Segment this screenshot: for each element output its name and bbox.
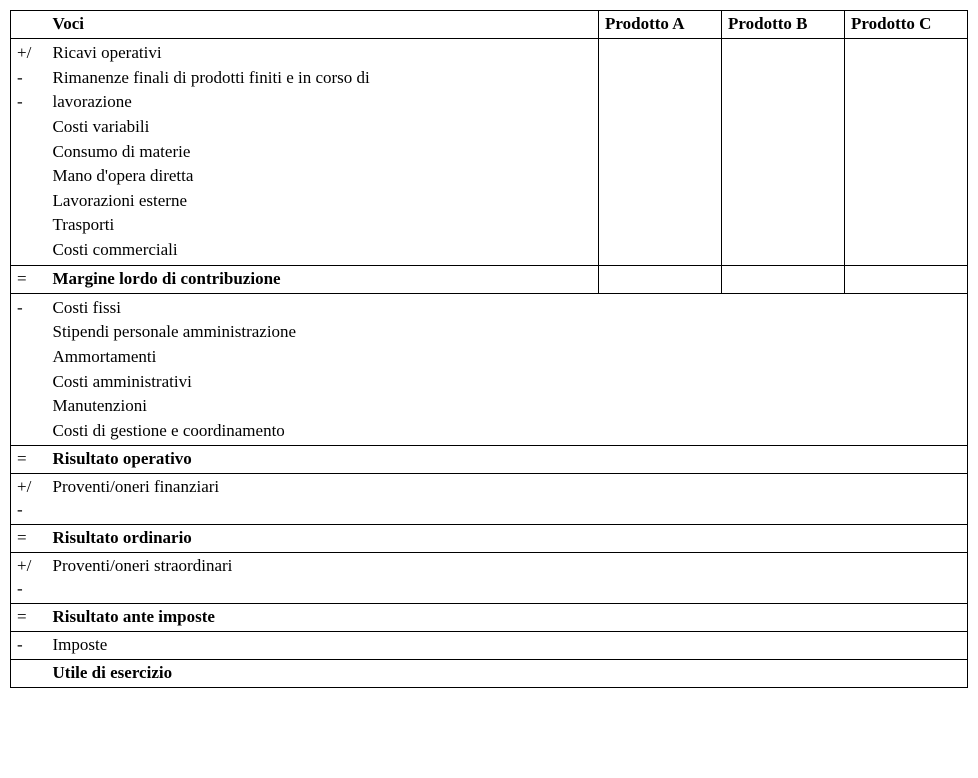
imposte-op: -	[11, 632, 47, 660]
op-line: -	[17, 90, 41, 115]
table-header-row: Voci Prodotto A Prodotto B Prodotto C	[11, 11, 968, 39]
voci-line: Costi di gestione e coordinamento	[53, 419, 962, 444]
voci-line: Rimanenze finali di prodotti finiti e in…	[53, 66, 593, 91]
section2-ops: -	[11, 293, 47, 446]
voci-line: Ammortamenti	[53, 345, 962, 370]
voci-line: lavorazione	[53, 90, 593, 115]
utile-op	[11, 659, 47, 687]
section-fixed-costs: - Costi fissi Stipendi personale amminis…	[11, 293, 968, 446]
stra-op: +/-	[11, 553, 47, 604]
section2-voci: Costi fissi Stipendi personale amministr…	[47, 293, 968, 446]
voci-line: Manutenzioni	[53, 394, 962, 419]
row-risultato-ordinario: = Risultato ordinario	[11, 525, 968, 553]
prod-a-cell	[599, 265, 722, 293]
prod-c-cell	[845, 265, 968, 293]
risop-op: =	[11, 446, 47, 474]
op-line: +/-	[17, 41, 41, 90]
section1-voci: Ricavi operativi Rimanenze finali di pro…	[47, 38, 599, 265]
rai-label: Risultato ante imposte	[47, 604, 968, 632]
prod-a-cell	[599, 38, 722, 265]
voci-line: Costi fissi	[53, 296, 962, 321]
voci-line: Stipendi personale amministrazione	[53, 320, 962, 345]
header-voci: Voci	[47, 11, 599, 39]
prod-b-cell	[722, 265, 845, 293]
row-imposte: - Imposte	[11, 632, 968, 660]
row-risultato-operativo: = Risultato operativo	[11, 446, 968, 474]
utile-label: Utile di esercizio	[47, 659, 968, 687]
op-line: -	[17, 296, 41, 321]
fin-label: Proventi/oneri finanziari	[47, 474, 968, 525]
voci-line: Trasporti	[53, 213, 593, 238]
row-risultato-ante-imposte: = Risultato ante imposte	[11, 604, 968, 632]
header-prod-c: Prodotto C	[845, 11, 968, 39]
section-variable-costs: +/- - Ricavi operativi Rimanenze finali …	[11, 38, 968, 265]
voci-line: Lavorazioni esterne	[53, 189, 593, 214]
voci-line: Costi variabili	[53, 115, 593, 140]
header-op	[11, 11, 47, 39]
risord-op: =	[11, 525, 47, 553]
row-finanziari: +/- Proventi/oneri finanziari	[11, 474, 968, 525]
voci-line: Costi commerciali	[53, 238, 593, 263]
risop-label: Risultato operativo	[47, 446, 968, 474]
margine-op: =	[11, 265, 47, 293]
row-straordinari: +/- Proventi/oneri straordinari	[11, 553, 968, 604]
prod-b-cell	[722, 38, 845, 265]
voci-line: Consumo di materie	[53, 140, 593, 165]
voci-line: Costi amministrativi	[53, 370, 962, 395]
row-utile-esercizio: Utile di esercizio	[11, 659, 968, 687]
header-prod-b: Prodotto B	[722, 11, 845, 39]
voci-line: Mano d'opera diretta	[53, 164, 593, 189]
section1-ops: +/- -	[11, 38, 47, 265]
margine-label: Margine lordo di contribuzione	[47, 265, 599, 293]
prod-c-cell	[845, 38, 968, 265]
row-margine-lordo: = Margine lordo di contribuzione	[11, 265, 968, 293]
stra-label: Proventi/oneri straordinari	[47, 553, 968, 604]
income-statement-table: Voci Prodotto A Prodotto B Prodotto C +/…	[10, 10, 968, 688]
rai-op: =	[11, 604, 47, 632]
fin-op: +/-	[11, 474, 47, 525]
imposte-label: Imposte	[47, 632, 968, 660]
header-prod-a: Prodotto A	[599, 11, 722, 39]
voci-line: Ricavi operativi	[53, 41, 593, 66]
risord-label: Risultato ordinario	[47, 525, 968, 553]
